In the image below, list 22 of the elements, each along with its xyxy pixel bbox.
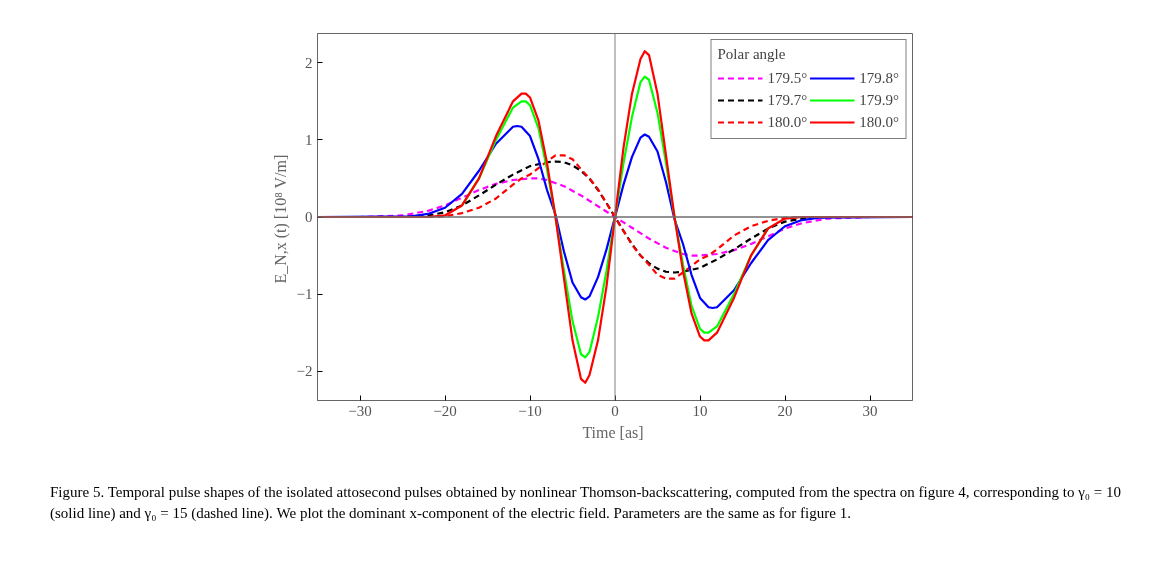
x-tick-label: 0 <box>611 402 619 419</box>
y-axis-title: E_N,x (t) [10⁸ V/m] <box>271 154 290 284</box>
caption: Figure 5. Temporal pulse shapes of the isolated attosecond pulses obtained by nonlinear Thomson-backscattering, computed from the spectra on figure 4, corresponding to γ₀ = 10 (solid line) and γ₀ = 15 (dashed line). We plot the dominant x-component of the electric field. Parameters are the same as for figure 1. <box>50 483 1122 524</box>
x-axis-title: Time [as] <box>582 423 644 441</box>
legend-title: Polar angle <box>717 46 787 63</box>
x-tick-label: −30 <box>348 402 372 419</box>
x-tick-label: −10 <box>518 402 542 419</box>
y-tick-label: 2 <box>305 54 313 71</box>
legend-label: 179.9° <box>859 91 899 109</box>
legend-label: 180.0° <box>767 113 808 131</box>
x-tick-label: 10 <box>692 402 708 419</box>
x-tick-label: −20 <box>433 402 457 419</box>
legend-label: 179.8° <box>859 69 899 87</box>
y-tick-label: −1 <box>296 286 313 303</box>
y-tick-label: 1 <box>305 131 313 148</box>
y-tick-label: −2 <box>296 363 313 380</box>
legend-label: 179.5° <box>767 69 808 87</box>
y-tick-label: 0 <box>305 209 313 225</box>
x-tick-label: 30 <box>862 402 878 419</box>
legend-label: 179.7° <box>767 91 808 109</box>
x-tick-label: 20 <box>777 402 793 419</box>
legend-label: 180.0° <box>859 113 899 131</box>
